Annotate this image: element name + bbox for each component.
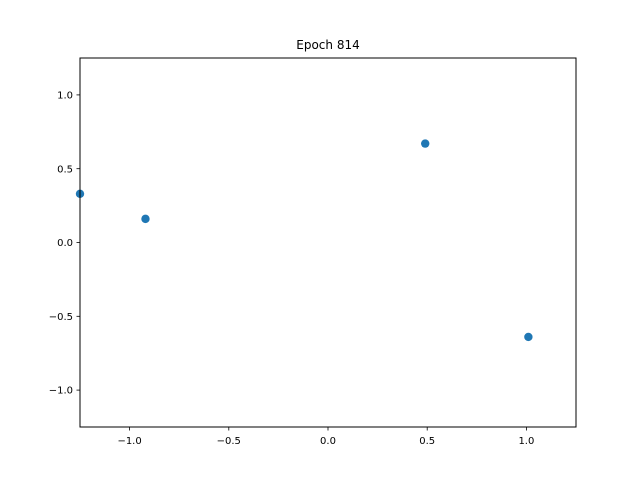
y-axis: 1.0 0.5 0.0 −0.5 −1.0 bbox=[49, 91, 80, 397]
chart-title: Epoch 814 bbox=[296, 38, 359, 52]
x-tick-label: −1.0 bbox=[117, 436, 141, 447]
data-points bbox=[75, 139, 533, 342]
x-tick-label: 0.5 bbox=[419, 436, 435, 447]
data-point-4 bbox=[524, 332, 533, 342]
y-tick-label: −0.5 bbox=[49, 312, 73, 323]
x-tick-label: 0.0 bbox=[320, 436, 336, 447]
data-point-3 bbox=[421, 139, 430, 148]
x-tick-label: 1.0 bbox=[518, 436, 534, 447]
y-tick-label: −1.0 bbox=[49, 386, 73, 397]
y-tick-label: 0.5 bbox=[57, 164, 73, 175]
y-tick-label: 0.0 bbox=[57, 238, 73, 249]
data-point-2 bbox=[141, 214, 150, 224]
x-tick-label: −0.5 bbox=[217, 436, 241, 447]
y-tick-label: 1.0 bbox=[57, 91, 73, 102]
plot-frame bbox=[79, 57, 577, 428]
x-axis: −1.0 −0.5 0.0 0.5 1.0 bbox=[117, 427, 534, 447]
